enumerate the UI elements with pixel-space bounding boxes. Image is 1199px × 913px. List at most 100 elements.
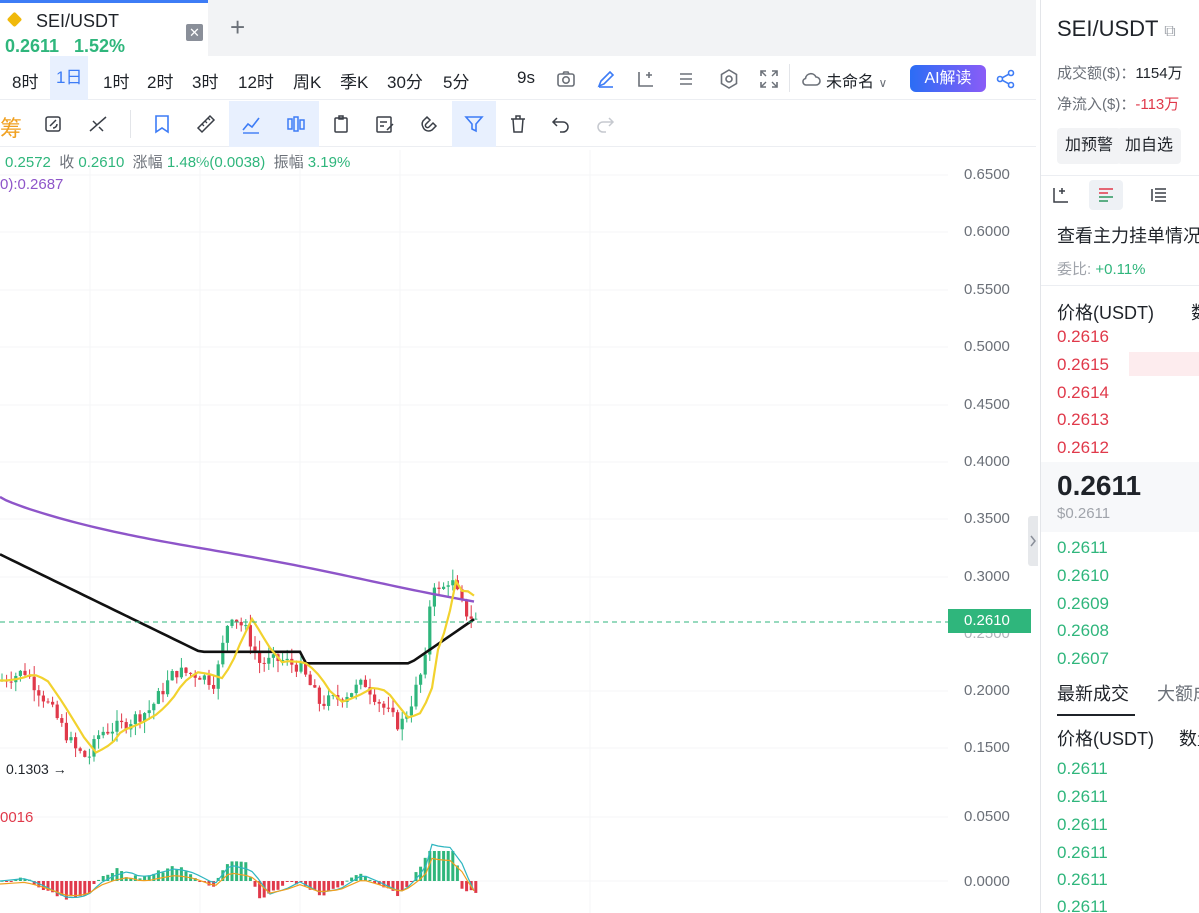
macd-bar [32,881,36,885]
bid-price[interactable]: 0.2611 [1057,538,1108,557]
y-tick: 0.0000 [964,873,1010,890]
trade-price: 0.2611 [1057,870,1108,889]
macd-bar [9,881,13,882]
trend-pencil-icon[interactable] [240,113,262,135]
add-indicator-icon[interactable] [635,68,657,90]
add-alert-button[interactable]: 加预警 [1057,128,1122,164]
ask-price[interactable]: 0.2615 [1057,355,1109,374]
macd-bar [437,851,441,881]
candle-body [83,750,87,757]
bid-price[interactable]: 0.2608 [1057,621,1109,640]
chip-distribution-button[interactable]: 筹 [0,116,23,141]
camera-icon[interactable] [555,68,577,90]
layout-name-select[interactable]: 未命名 ∨ [826,68,887,92]
macd-bar [377,881,381,885]
ai-interpret-button[interactable]: AI解读 [910,65,986,92]
fullscreen-icon[interactable] [758,68,780,90]
tf-8h[interactable]: 8时 [12,73,39,92]
settings-icon[interactable] [718,68,740,90]
macd-bar [414,872,418,881]
ask-price[interactable]: 0.2613 [1057,410,1109,429]
symbol-name: SEI/USDT [1057,16,1159,41]
macd-bar [446,851,450,881]
cross-tool-icon[interactable] [87,113,109,135]
macd-bar [147,875,151,881]
candle-body [32,676,36,691]
note-edit-icon[interactable] [374,113,396,135]
candle-body [331,695,335,697]
panel-collapse-handle[interactable] [1028,516,1038,566]
tf-quarter[interactable]: 季K [340,73,369,92]
tab-latest-trades[interactable]: 最新成交 [1057,684,1129,704]
tf-1d[interactable]: 1日 [50,56,89,100]
macd-bar [451,851,455,881]
close-icon[interactable]: ✕ [186,24,203,41]
candle-tool-icon[interactable] [285,113,307,135]
candle-body [308,674,312,686]
candle-body [55,704,59,719]
candle-body [474,618,478,620]
macd-bar [391,881,395,891]
countdown-label[interactable]: 9s [517,68,535,87]
trash-icon[interactable] [507,113,529,135]
cloud-icon[interactable] [800,68,822,90]
filter-icon[interactable] [463,113,485,135]
tf-week[interactable]: 周K [293,73,322,92]
macd-bar [373,881,377,884]
depth-chart-icon[interactable] [1051,185,1071,205]
volume-row: 成交额($)：1154万 [1057,62,1183,83]
candle-body [377,701,381,704]
candle-body [212,684,216,689]
candle-body [460,589,464,600]
candle-body [359,679,363,685]
macd-bar [161,872,165,881]
bookmark-icon[interactable] [151,113,173,135]
copy-icon[interactable]: ⧉ [1164,23,1176,40]
candlestick-chart[interactable] [0,0,1036,913]
macd-bar [308,881,312,890]
bid-price[interactable]: 0.2610 [1057,566,1109,585]
y-tick: 0.4000 [964,453,1010,470]
bid-price[interactable]: 0.2607 [1057,649,1109,668]
macd-bar [442,851,446,881]
ask-price[interactable]: 0.2612 [1057,438,1109,457]
candle-body [386,707,390,709]
ruler-icon[interactable] [195,113,217,135]
view-main-orders-link[interactable]: 查看主力挂单情况 [1057,226,1199,246]
add-tab-icon[interactable]: + [230,12,246,42]
tf-5m[interactable]: 5分 [443,73,470,92]
trade-price: 0.2611 [1057,759,1108,778]
last-price-usd: $0.2611 [1057,505,1111,522]
tf-1h[interactable]: 1时 [103,73,130,92]
bid-price[interactable]: 0.2609 [1057,594,1109,613]
order-ratio-row: 委比: +0.11% [1057,258,1146,279]
candle-body [373,694,377,702]
candle-body [244,625,248,627]
share-icon[interactable] [995,68,1017,90]
trades-price-header: 价格(USDT) [1057,729,1154,749]
tf-30m[interactable]: 30分 [387,73,423,92]
orderbook-both-icon[interactable] [1096,185,1116,205]
tf-12h[interactable]: 12时 [238,73,274,92]
magnet-icon[interactable] [418,113,440,135]
ask-price[interactable]: 0.2614 [1057,383,1109,402]
magnet-sync-icon[interactable] [42,113,64,135]
tab-large-trades[interactable]: 大额成交 [1157,684,1199,704]
active-view-highlight [1089,180,1123,210]
tf-2h[interactable]: 2时 [147,73,174,92]
orderbook-list-icon[interactable] [1149,185,1169,205]
clipboard-icon[interactable] [330,113,352,135]
layout-name-label: 未命名 [826,74,875,91]
pencil-icon[interactable] [595,68,617,90]
candles [0,569,478,765]
list-icon[interactable] [675,68,697,90]
candle-body [294,664,298,672]
tf-3h[interactable]: 3时 [192,73,219,92]
ask-price[interactable]: 0.2616 [1057,327,1109,346]
ohlc-amplitude: 3.19% [307,154,351,171]
tab-sei-usdt[interactable]: SEI/USDT 0.2611 1.52% ✕ [0,0,208,56]
macd-bar [322,881,326,896]
undo-icon[interactable] [550,113,572,135]
add-watchlist-button[interactable]: 加自选 [1117,128,1182,164]
